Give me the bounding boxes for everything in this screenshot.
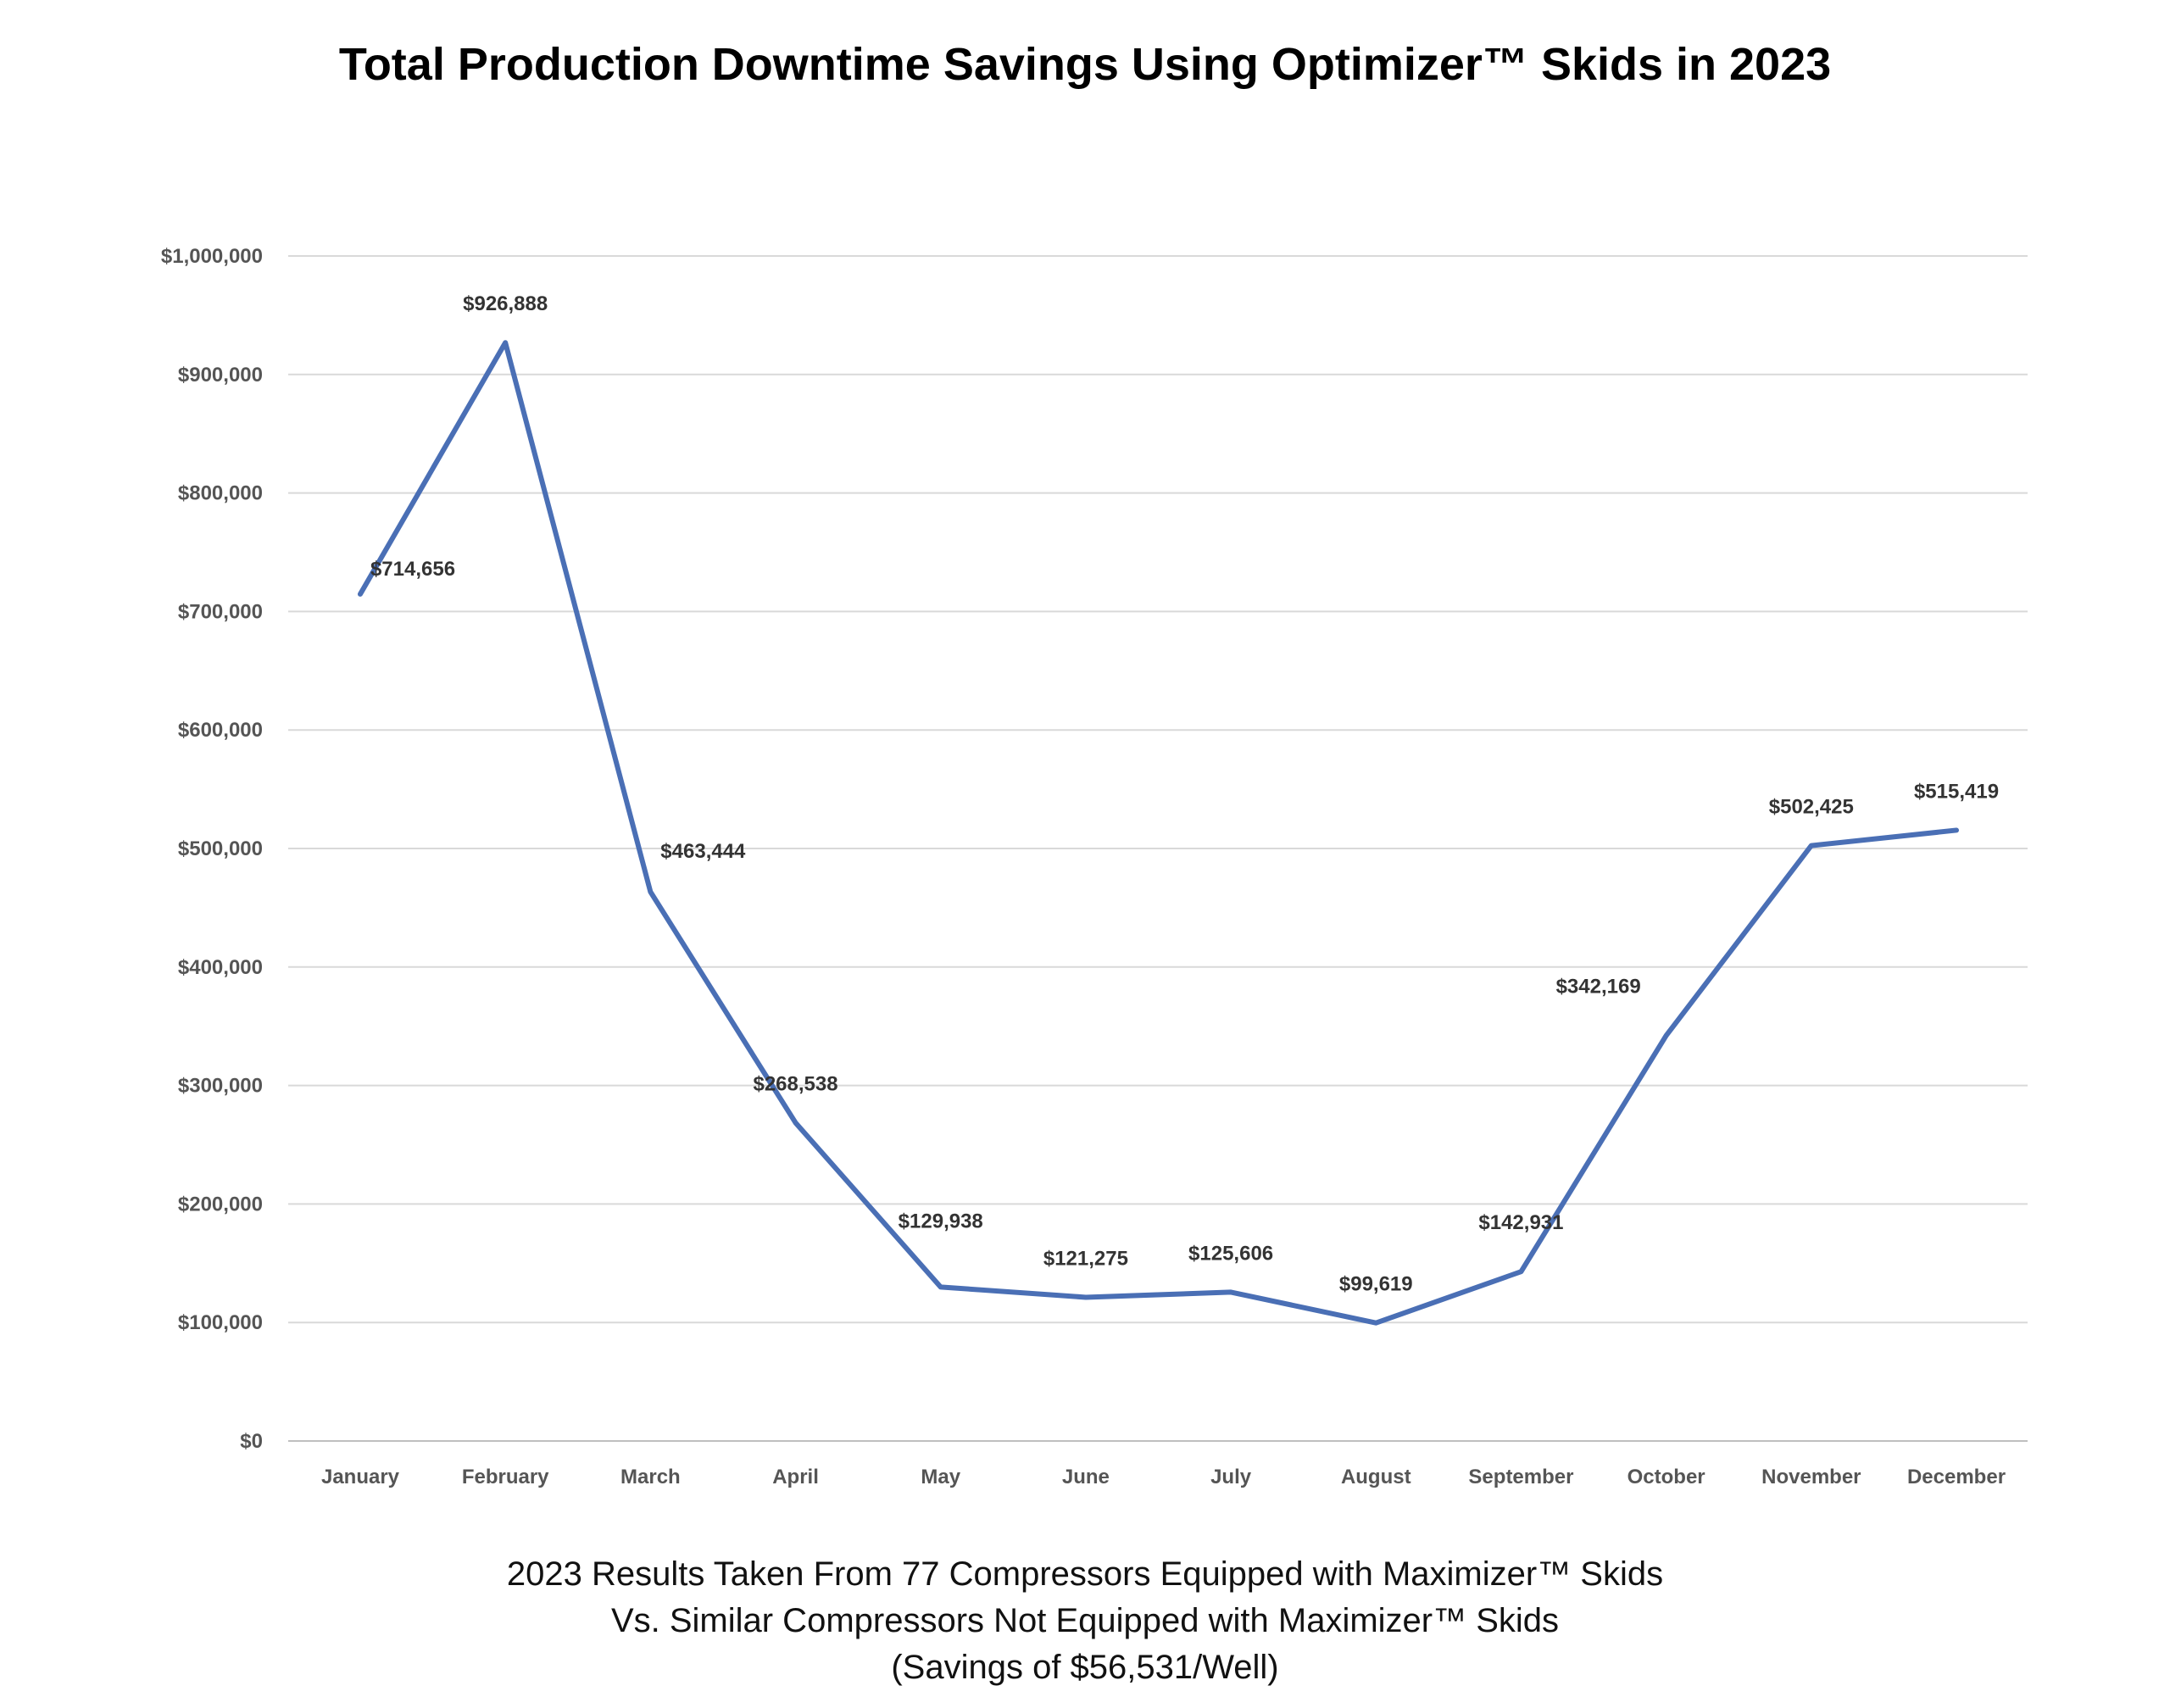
caption-line-3: (Savings of $56,531/Well)	[891, 1649, 1279, 1686]
y-tick-label: $800,000	[178, 482, 263, 505]
data-label: $142,931	[1478, 1211, 1563, 1234]
data-label: $342,169	[1556, 976, 1641, 999]
data-label: $502,425	[1769, 796, 1854, 819]
data-label: $121,275	[1043, 1247, 1128, 1270]
y-tick-label: $100,000	[178, 1311, 263, 1334]
x-tick-label: October	[1628, 1466, 1705, 1488]
data-label: $99,619	[1339, 1273, 1413, 1296]
data-label: $268,538	[753, 1073, 837, 1096]
x-tick-label: January	[321, 1466, 400, 1488]
x-tick-label: May	[921, 1466, 960, 1488]
chart-title: Total Production Downtime Savings Using …	[338, 39, 1832, 90]
data-label: $463,444	[660, 840, 746, 863]
gridlines	[288, 255, 2028, 1442]
data-label: $129,938	[899, 1210, 983, 1232]
y-tick-label: $900,000	[178, 364, 263, 387]
y-tick-label: $1,000,000	[161, 245, 263, 268]
data-label: $714,656	[370, 558, 455, 581]
caption-line-2: Vs. Similar Compressors Not Equipped wit…	[610, 1602, 1560, 1639]
y-tick-label: $0	[240, 1430, 263, 1453]
data-label: $926,888	[463, 292, 548, 315]
y-tick-label: $600,000	[178, 719, 263, 742]
data-labels: $714,656 $926,888 $463,444 $268,538 $129,938…	[370, 292, 1999, 1296]
x-tick-label: September	[1468, 1466, 1573, 1488]
x-axis-ticks: January February March April May June July Augu…	[321, 1466, 2006, 1488]
chart-caption: 2023 Results Taken From 77 Compressors E…	[0, 1551, 2170, 1691]
y-tick-label: $400,000	[178, 956, 263, 979]
data-label: $515,419	[1914, 780, 1999, 803]
x-tick-label: March	[620, 1466, 681, 1488]
caption-line-1: 2023 Results Taken From 77 Compressors E…	[506, 1555, 1664, 1593]
y-tick-label: $200,000	[178, 1193, 263, 1216]
y-axis-ticks: $0 $100,000 $200,000 $300,000 $400,000 $500,0…	[161, 245, 263, 1453]
y-tick-label: $300,000	[178, 1075, 263, 1098]
x-tick-label: July	[1210, 1466, 1252, 1488]
y-tick-label: $500,000	[178, 837, 263, 860]
data-label: $125,606	[1188, 1242, 1273, 1265]
x-tick-label: August	[1341, 1466, 1411, 1488]
x-tick-label: December	[1907, 1466, 2006, 1488]
x-tick-label: June	[1062, 1466, 1110, 1488]
series-line-group	[358, 340, 1959, 1326]
x-tick-label: November	[1761, 1466, 1861, 1488]
x-tick-label: February	[462, 1466, 549, 1488]
x-tick-label: April	[772, 1466, 819, 1488]
y-tick-label: $700,000	[178, 600, 263, 623]
series-line	[358, 340, 1959, 1326]
